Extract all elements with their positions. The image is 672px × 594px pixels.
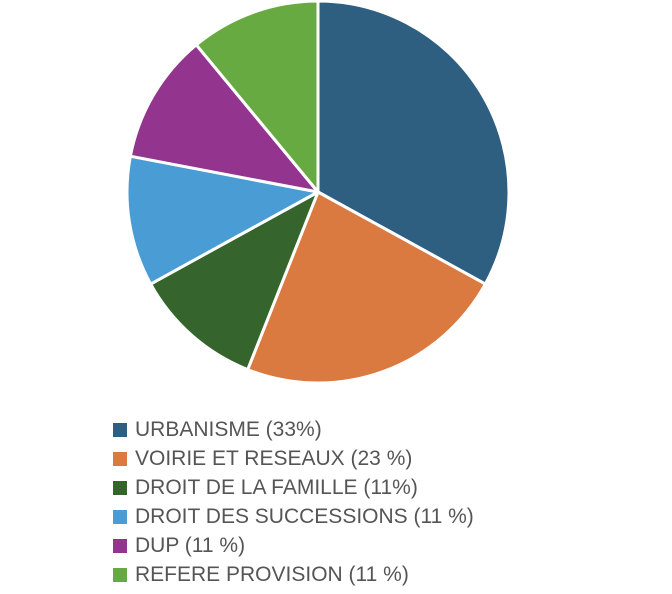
pie-slice-5 [194, 0, 320, 194]
legend-label: DUP (11 %) [135, 533, 246, 557]
legend: URBANISME (33%) VOIRIE ET RESEAUX (23 %)… [113, 415, 474, 589]
legend-label: DROIT DES SUCCESSIONS (11 %) [135, 504, 474, 528]
legend-item-urbanisme: URBANISME (33%) [113, 415, 474, 444]
pie-slice-1 [246, 190, 487, 385]
legend-swatch [113, 451, 127, 466]
legend-item-droit-de-la-famille: DROIT DE LA FAMILLE (11%) [113, 473, 474, 502]
legend-item-droit-des-successions: DROIT DES SUCCESSIONS (11 %) [113, 502, 474, 531]
legend-swatch [113, 480, 127, 495]
legend-item-voirie-et-reseaux: VOIRIE ET RESEAUX (23 %) [113, 444, 474, 473]
legend-label: DROIT DE LA FAMILLE (11%) [135, 475, 418, 499]
legend-label: REFERE PROVISION (11 %) [135, 562, 409, 586]
legend-item-refere-provision: REFERE PROVISION (11 %) [113, 560, 474, 589]
legend-swatch [113, 567, 127, 582]
legend-swatch [113, 538, 127, 553]
legend-label: VOIRIE ET RESEAUX (23 %) [135, 446, 413, 470]
pie-slice-3 [125, 154, 320, 286]
legend-swatch [113, 422, 127, 437]
pie-slice-4 [128, 43, 320, 194]
legend-label: URBANISME (33%) [135, 417, 322, 441]
pie-slice-2 [149, 190, 320, 372]
pie-slice-0 [316, 0, 511, 286]
legend-item-dup: DUP (11 %) [113, 531, 474, 560]
legend-swatch [113, 509, 127, 524]
